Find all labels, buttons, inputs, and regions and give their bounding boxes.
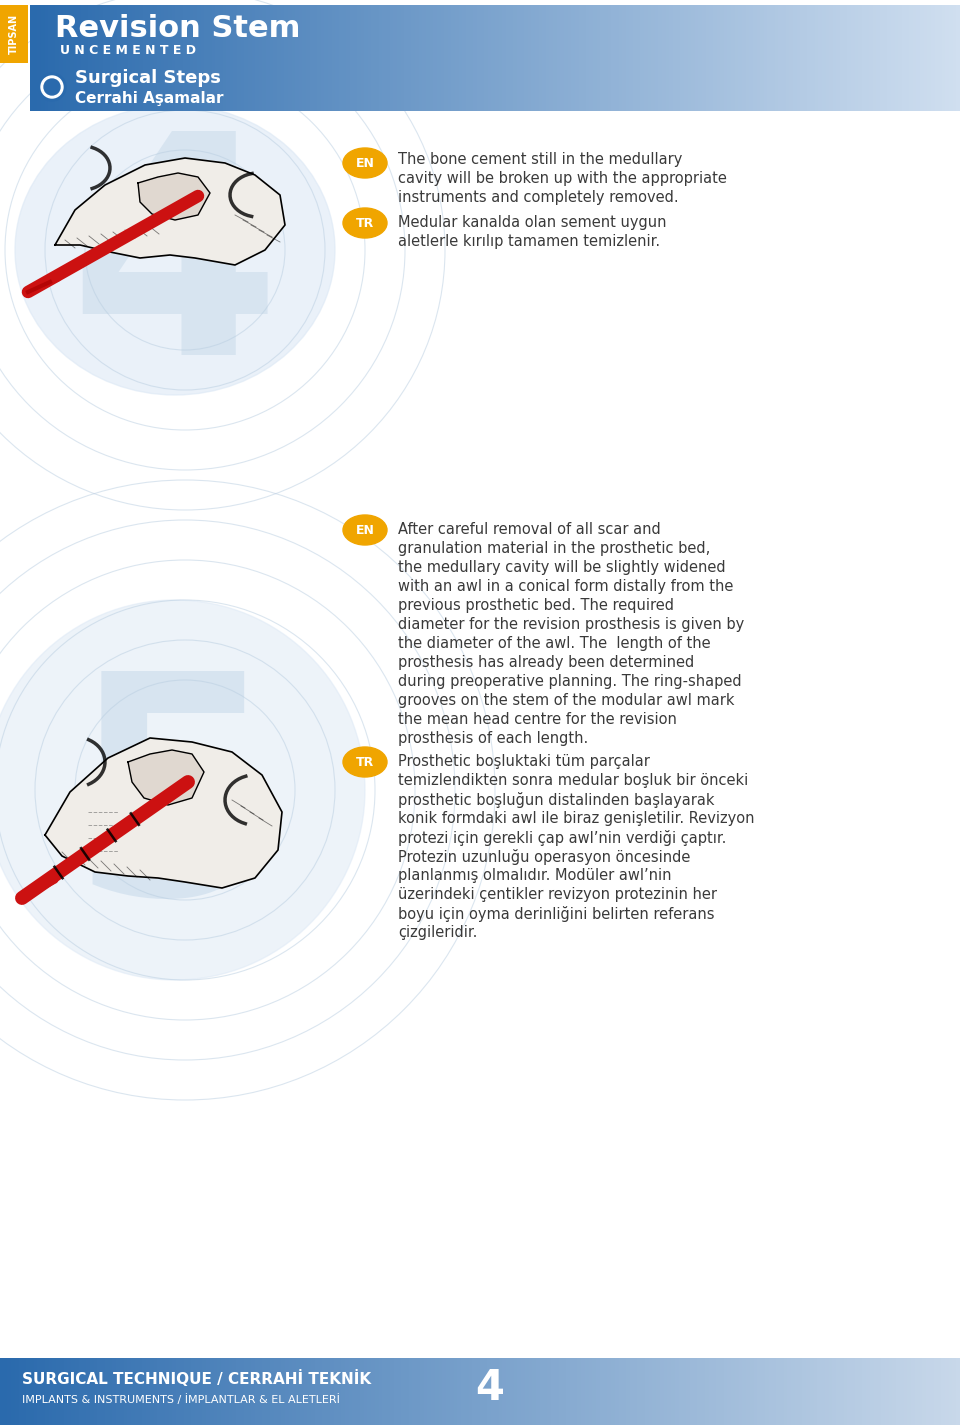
Text: TR: TR [356, 755, 374, 768]
Text: The bone cement still in the medullary: The bone cement still in the medullary [398, 152, 683, 167]
Ellipse shape [15, 105, 335, 395]
Text: prosthesis has already been determined: prosthesis has already been determined [398, 656, 694, 670]
Circle shape [44, 78, 60, 95]
FancyBboxPatch shape [0, 6, 28, 63]
Text: prosthesis of each length.: prosthesis of each length. [398, 731, 588, 747]
Text: diameter for the revision prosthesis is given by: diameter for the revision prosthesis is … [398, 617, 744, 633]
Circle shape [41, 76, 63, 98]
Ellipse shape [0, 600, 365, 980]
Text: Cerrahi Aşamalar: Cerrahi Aşamalar [75, 91, 224, 105]
Polygon shape [45, 738, 282, 888]
Polygon shape [128, 750, 204, 805]
Text: Revision Stem: Revision Stem [55, 13, 300, 43]
Text: 4: 4 [475, 1367, 504, 1409]
Text: çizgileridir.: çizgileridir. [398, 925, 477, 941]
Text: planlanmış olmalıdır. Modüler awl’nin: planlanmış olmalıdır. Modüler awl’nin [398, 868, 671, 884]
Ellipse shape [343, 208, 387, 238]
Text: Prosthetic boşluktaki tüm parçalar: Prosthetic boşluktaki tüm parçalar [398, 754, 650, 770]
Text: previous prosthetic bed. The required: previous prosthetic bed. The required [398, 598, 674, 613]
Text: with an awl in a conical form distally from the: with an awl in a conical form distally f… [398, 579, 733, 594]
Text: prosthetic boşluğun distalinden başlayarak: prosthetic boşluğun distalinden başlayar… [398, 792, 714, 808]
Text: TIPSAN: TIPSAN [9, 14, 19, 54]
Text: üzerindeki çentikler revizyon protezinin her: üzerindeki çentikler revizyon protezinin… [398, 886, 717, 902]
Text: cavity will be broken up with the appropriate: cavity will be broken up with the approp… [398, 171, 727, 187]
Text: EN: EN [355, 523, 374, 536]
Text: protezi için gerekli çap awl’nin verdiği çaptır.: protezi için gerekli çap awl’nin verdiği… [398, 829, 727, 846]
Text: After careful removal of all scar and: After careful removal of all scar and [398, 522, 660, 537]
Text: granulation material in the prosthetic bed,: granulation material in the prosthetic b… [398, 542, 710, 556]
Circle shape [38, 73, 66, 101]
Text: 4: 4 [69, 121, 281, 419]
Text: IMPLANTS & INSTRUMENTS / İMPLANTLAR & EL ALETLERİ: IMPLANTS & INSTRUMENTS / İMPLANTLAR & EL… [22, 1395, 340, 1405]
Text: during preoperative planning. The ring-shaped: during preoperative planning. The ring-s… [398, 674, 742, 690]
Text: temizlendikten sonra medular boşluk bir önceki: temizlendikten sonra medular boşluk bir … [398, 772, 748, 788]
Ellipse shape [343, 148, 387, 178]
Text: Surgical Steps: Surgical Steps [75, 68, 221, 87]
Polygon shape [55, 158, 285, 265]
Ellipse shape [343, 514, 387, 544]
Polygon shape [138, 172, 210, 219]
Text: Protezin uzunluğu operasyon öncesinde: Protezin uzunluğu operasyon öncesinde [398, 849, 690, 865]
Text: konik formdaki awl ile biraz genişletilir. Revizyon: konik formdaki awl ile biraz genişletili… [398, 811, 755, 826]
Text: the mean head centre for the revision: the mean head centre for the revision [398, 712, 677, 727]
Text: boyu için oyma derinliğini belirten referans: boyu için oyma derinliğini belirten refe… [398, 906, 714, 922]
Text: 5: 5 [69, 661, 281, 959]
Text: U N C E M E N T E D: U N C E M E N T E D [60, 44, 196, 57]
Text: grooves on the stem of the modular awl mark: grooves on the stem of the modular awl m… [398, 693, 734, 708]
Ellipse shape [343, 747, 387, 777]
Text: SURGICAL TECHNIQUE / CERRAHİ TEKNİK: SURGICAL TECHNIQUE / CERRAHİ TEKNİK [22, 1369, 372, 1387]
Text: instruments and completely removed.: instruments and completely removed. [398, 190, 679, 205]
Text: EN: EN [355, 157, 374, 170]
Text: aletlerle kırılıp tamamen temizlenir.: aletlerle kırılıp tamamen temizlenir. [398, 234, 660, 249]
Text: TR: TR [356, 217, 374, 229]
Text: the medullary cavity will be slightly widened: the medullary cavity will be slightly wi… [398, 560, 726, 576]
Text: Medular kanalda olan sement uygun: Medular kanalda olan sement uygun [398, 215, 666, 229]
Text: the diameter of the awl. The  length of the: the diameter of the awl. The length of t… [398, 636, 710, 651]
